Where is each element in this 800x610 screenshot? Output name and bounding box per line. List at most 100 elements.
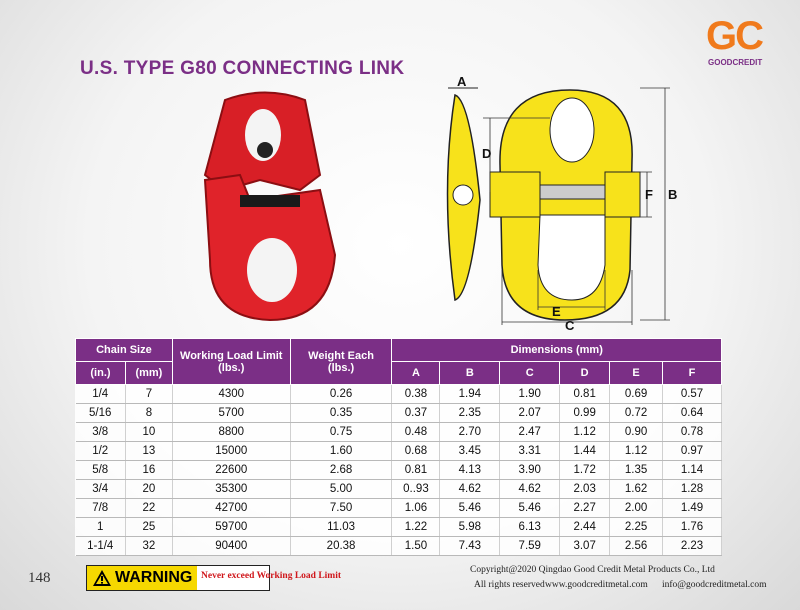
table-cell: 6.13: [499, 517, 561, 537]
table-cell: 1.14: [662, 460, 722, 480]
table-cell: 5.46: [439, 498, 501, 518]
email: info@goodcreditmetal.com: [662, 580, 767, 590]
table-cell: 1-1/4: [75, 536, 126, 556]
dim-label: D: [482, 146, 491, 161]
table-cell: 0.99: [559, 403, 611, 423]
table-cell: 0.38: [391, 384, 441, 404]
table-cell: 32: [125, 536, 173, 556]
table-cell: 1.12: [559, 422, 611, 442]
table-cell: 10: [125, 422, 173, 442]
table-cell: 1.28: [662, 479, 722, 499]
warning-box: WARNING Never exceed Working Load Limit: [86, 565, 341, 591]
table-cell: 4.62: [499, 479, 561, 499]
header-text: Weight Each: [308, 349, 374, 362]
table-row: 1/2 13 15000 1.60 0.68 3.45 3.31 1.44 1.12 0.97: [75, 441, 722, 461]
front-view: [483, 87, 670, 325]
table-cell: 0.69: [609, 384, 664, 404]
header-text: (lbs.): [327, 361, 355, 374]
table-row: 1/4 7 4300 0.26 0.38 1.94 1.90 0.81 0.69 0.57: [75, 384, 722, 404]
table-cell: 0.90: [609, 422, 664, 442]
table-cell: 0.64: [662, 403, 722, 423]
table-cell: 5700: [172, 403, 291, 423]
warning-icon: [93, 570, 111, 586]
table-cell: 13: [125, 441, 173, 461]
warning-label: WARNING: [115, 569, 193, 586]
table-row: 7/8 22 42700 7.50 1.06 5.46 5.46 2.27 2.00 1.49: [75, 498, 722, 518]
table-cell: 1.72: [559, 460, 611, 480]
table-cell: 15000: [172, 441, 291, 461]
table-cell: 2.07: [499, 403, 561, 423]
dim-label: F: [645, 187, 653, 202]
table-cell: 2.27: [559, 498, 611, 518]
table-row: 1-1/4 32 90400 20.38 1.50 7.43 7.59 3.07 2.56 2.2…: [75, 536, 722, 556]
table-cell: 0.35: [290, 403, 393, 423]
table-cell: 2.03: [559, 479, 611, 499]
page-number: 148: [28, 570, 51, 586]
table-cell: 0..93: [391, 479, 441, 499]
table-cell: 1.94: [439, 384, 501, 404]
table-row: 1 25 59700 11.03 1.22 5.98 6.13 2.44 2.25 1.76: [75, 517, 722, 537]
table-cell: 2.00: [609, 498, 664, 518]
dim-label: A: [457, 74, 467, 89]
table-cell: 1.06: [391, 498, 441, 518]
table-cell: 3.45: [439, 441, 501, 461]
table-cell: 3.90: [499, 460, 561, 480]
table-cell: 0.48: [391, 422, 441, 442]
header-cell: B: [439, 361, 501, 385]
table-cell: 0.26: [290, 384, 393, 404]
header-cell: D: [559, 361, 611, 385]
table-cell: 1.12: [609, 441, 664, 461]
header-text: Working Load Limit: [180, 349, 283, 362]
table-cell: 7.43: [439, 536, 501, 556]
spec-table: Chain Size Working Load Limit (lbs.) Weig…: [75, 338, 722, 556]
header-cell: A: [391, 361, 441, 385]
table-cell: 25: [125, 517, 173, 537]
table-cell: 22600: [172, 460, 291, 480]
copyright: Copyright@2020 Qingdao Good Credit Metal…: [470, 565, 715, 575]
title: U.S. TYPE G80 CONNECTING LINK: [80, 58, 405, 79]
table-cell: 1.76: [662, 517, 722, 537]
table-cell: 0.97: [662, 441, 722, 461]
illustrations: A D F B E C: [203, 74, 677, 333]
header-cell: Chain Size: [75, 338, 173, 362]
table-row: 5/16 8 5700 0.35 0.37 2.35 2.07 0.99 0.72 0.64: [75, 403, 722, 423]
rights: All rights reserved: [474, 580, 545, 590]
header-cell: (in.): [75, 361, 126, 385]
table-cell: 4.13: [439, 460, 501, 480]
table-cell: 0.81: [559, 384, 611, 404]
header-cell: E: [609, 361, 664, 385]
table-cell: 7/8: [75, 498, 126, 518]
table-cell: 8: [125, 403, 173, 423]
header-cell: C: [499, 361, 561, 385]
header-cell: F: [662, 361, 722, 385]
dim-label: E: [552, 304, 561, 319]
table-cell: 1.90: [499, 384, 561, 404]
table-cell: 5.00: [290, 479, 393, 499]
table-cell: 0.81: [391, 460, 441, 480]
table-cell: 2.68: [290, 460, 393, 480]
table-cell: 3/8: [75, 422, 126, 442]
table-cell: 7.50: [290, 498, 393, 518]
table-cell: 2.35: [439, 403, 501, 423]
table-row: 3/4 20 35300 5.00 0..93 4.62 4.62 2.03 1.62 1.28: [75, 479, 722, 499]
table-cell: 1.62: [609, 479, 664, 499]
header-cell: Working Load Limit (lbs.): [171, 338, 291, 385]
side-view: [446, 87, 481, 302]
table-cell: 2.56: [609, 536, 664, 556]
website: www.goodcreditmetal.com: [545, 580, 648, 590]
table-cell: 2.25: [609, 517, 664, 537]
logo-mark: GC: [706, 14, 764, 58]
table-cell: 20: [125, 479, 173, 499]
dim-label: C: [565, 318, 575, 333]
dim-label: B: [668, 187, 677, 202]
table-cell: 0.57: [662, 384, 722, 404]
table-cell: 2.70: [439, 422, 501, 442]
table-cell: 1: [75, 517, 126, 537]
table-cell: 3.07: [559, 536, 611, 556]
table-cell: 35300: [172, 479, 291, 499]
red-link: [203, 91, 337, 322]
header-cell: Weight Each (lbs.): [289, 338, 393, 385]
logo-name: GOODCREDIT: [708, 58, 763, 67]
table-cell: 1.49: [662, 498, 722, 518]
